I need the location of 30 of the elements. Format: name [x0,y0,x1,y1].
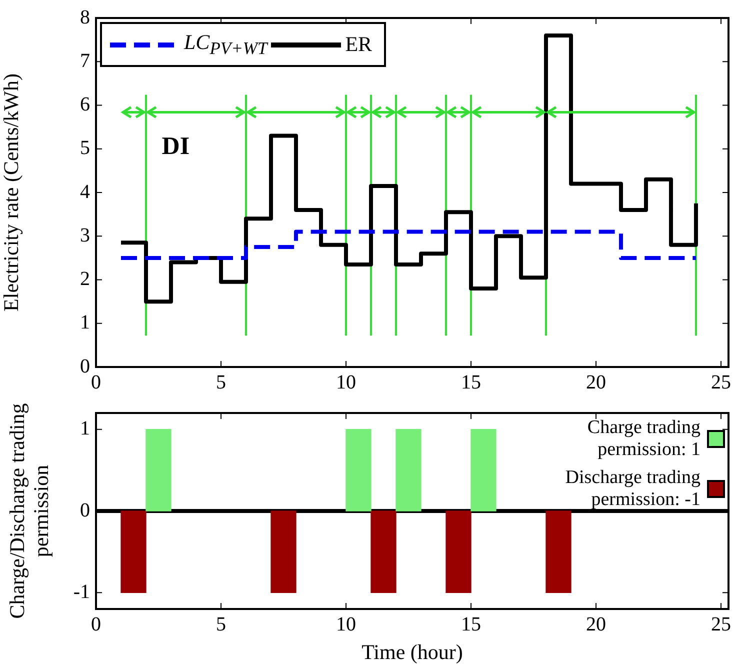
x-tick-label: 5 [216,613,226,636]
x-axis-title: Time (hour) [362,640,463,664]
y-tick-label: 2 [80,268,90,290]
legend-label: Discharge trading permission: -1 [564,467,700,511]
y-tick-label: 6 [80,94,90,116]
y-tick-label: -1 [73,580,90,603]
legend-label: Charge trading permission: 1 [586,417,700,461]
y-tick-label: 4 [80,180,90,203]
x-tick-label: 15 [460,371,481,394]
x-tick-label: 5 [216,371,226,394]
legend-label: LC$_{PV+WT}$ [184,30,268,60]
x-tick-label: 20 [586,371,606,394]
y-tick-label: 1 [80,312,90,334]
y-tick-label: 7 [80,50,90,72]
x-tick-label: 10 [336,613,356,636]
legend-label: ER [345,32,372,58]
y-tick-label: 8 [80,6,90,28]
x-tick-label: 25 [710,613,731,636]
y-tick-label: 1 [80,418,90,440]
x-tick-label: 15 [460,613,481,636]
y-tick-label: 0 [80,499,90,522]
annotation: DI [162,132,190,161]
y-tick-label: 5 [80,137,90,160]
x-tick-label: 10 [336,371,356,394]
y-tick-label: 3 [80,224,90,246]
x-tick-label: 25 [710,371,731,394]
x-tick-label: 20 [586,613,606,636]
y-axis-title: Electricity rate (Cents/kWh) [0,74,24,312]
y-axis-title: Charge/Discharge trading permission [5,403,54,619]
y-tick-label: 0 [80,355,90,378]
